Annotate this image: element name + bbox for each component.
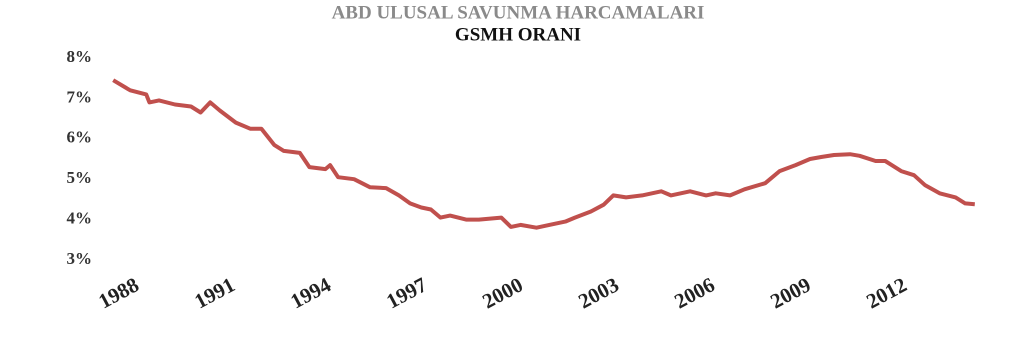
- x-tick-label: 2006: [670, 272, 718, 313]
- x-tick-label: 1994: [286, 272, 335, 313]
- chart-title: ABD ULUSAL SAVUNMA HARCAMALARI: [332, 2, 705, 23]
- y-tick-label: 5%: [67, 168, 93, 187]
- y-tick-label: 4%: [67, 209, 93, 228]
- chart-subtitle: GSMH ORANI: [455, 24, 581, 45]
- y-tick-label: 3%: [67, 249, 93, 268]
- x-tick-label: 1997: [382, 272, 430, 313]
- x-tick-label: 2000: [478, 272, 526, 313]
- x-tick-label: 1991: [190, 272, 238, 313]
- x-tick-label: 1988: [94, 272, 142, 313]
- x-tick-label: 2012: [862, 272, 910, 313]
- data-line: [112, 78, 975, 230]
- x-tick-label: 2003: [574, 272, 622, 313]
- y-tick-label: 8%: [67, 47, 93, 66]
- y-tick-label: 7%: [67, 87, 93, 106]
- y-tick-label: 6%: [67, 128, 93, 147]
- x-tick-label: 2009: [766, 272, 814, 313]
